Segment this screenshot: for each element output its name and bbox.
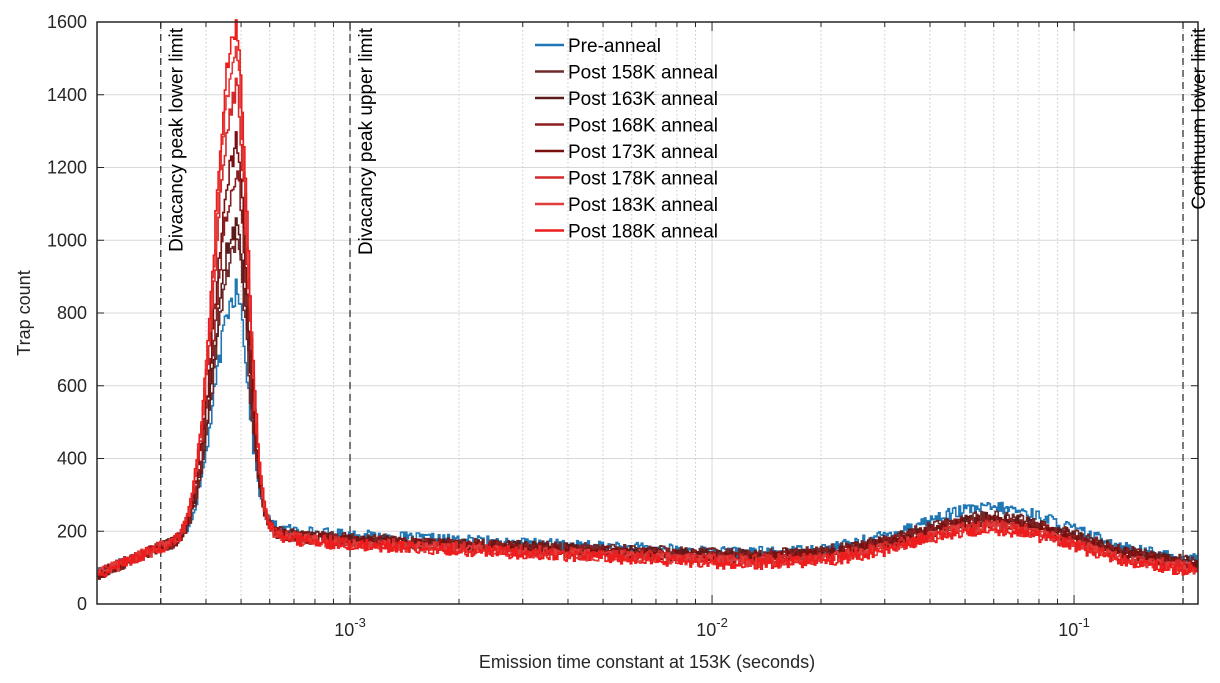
y-tick-label: 1600 [47,12,87,32]
annotation-lines [160,22,1184,604]
y-tick-label: 1000 [47,230,87,250]
legend-label: Post 183K anneal [568,195,718,216]
legend: Pre-anneal Post 158K anneal Post 163K anne… [535,36,718,243]
legend-label: Post 168K anneal [568,116,718,137]
annotation-label: Divacancy peak lower limit [167,27,188,252]
legend-label: Post 163K anneal [568,89,718,110]
y-tick-label: 800 [57,303,87,323]
annotation-label: Continuum lower limit [1189,27,1210,209]
annotation-labels: Divacancy peak lower limit Divacancy peak… [167,27,1210,255]
legend-label: Post 178K anneal [568,169,718,190]
x-tick-label: 10-1 [1058,615,1090,640]
legend-label: Post 158K anneal [568,63,718,84]
y-tick-label: 1200 [47,158,87,178]
axis-ticks: 0 200 400 600 800 1000 1200 1400 1600 10-3 10-2 10-… [47,12,1198,640]
y-axis-title: Trap count [14,270,34,355]
y-tick-label: 200 [57,521,87,541]
series-line [97,19,1198,578]
x-axis-title: Emission time constant at 153K (seconds) [479,652,815,672]
x-tick-label: 10-3 [334,615,366,640]
y-tick-label: 600 [57,376,87,396]
y-tick-label: 1400 [47,85,87,105]
y-tick-label: 400 [57,449,87,469]
x-tick-label: 10-2 [696,615,728,640]
y-tick-label: 0 [77,594,87,614]
legend-label: Pre-anneal [568,36,661,57]
legend-label: Post 188K anneal [568,222,718,243]
series-layer [97,19,1198,580]
annotation-label: Divacancy peak upper limit [356,27,377,255]
legend-label: Post 173K anneal [568,142,718,163]
